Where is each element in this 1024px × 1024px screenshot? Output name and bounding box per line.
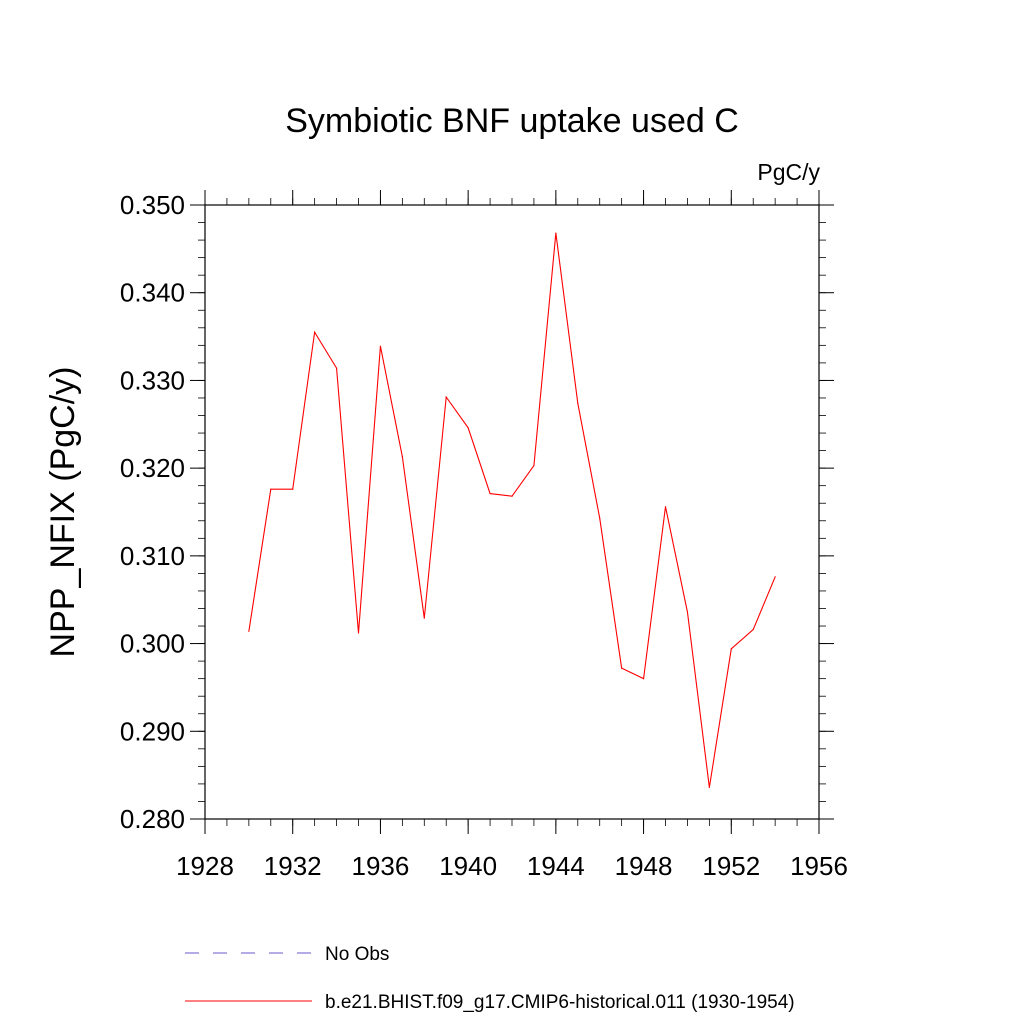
units-label: PgC/y [757,159,820,185]
data-point [357,632,360,634]
y-tick-label: 0.350 [120,190,185,220]
legend-label-no-obs: No Obs [325,944,389,965]
legend: No Obs b.e21.BHIST.f09_g17.CMIP6-histori… [185,944,795,1013]
data-point [270,488,272,490]
data-point [555,232,557,234]
legend-label-model: b.e21.BHIST.f09_g17.CMIP6-historical.011… [325,992,795,1013]
y-tick-label: 0.320 [120,453,185,483]
y-tick-label: 0.300 [120,629,185,659]
data-point [708,786,710,789]
data-point [401,456,403,458]
data-point [335,367,338,369]
data-point [489,492,491,495]
x-axis-ticks: 1928 1932 1936 1940 1944 1948 1952 1956 [176,190,848,881]
data-point [511,495,513,497]
x-tick-label: 1936 [352,851,410,881]
y-tick-label: 0.340 [120,278,185,308]
data-point [314,331,316,333]
plot-frame [204,204,820,820]
data-point [445,396,447,398]
y-axis-ticks: 0.280 0.290 0.300 0.310 0.320 0.330 0.340 0.350 [120,190,834,834]
x-tick-label: 1940 [439,851,497,881]
data-point [621,667,623,669]
data-point [379,345,382,347]
data-point [292,488,294,490]
data-point [423,617,425,619]
chart-title: Symbiotic BNF uptake used C [285,102,739,140]
y-tick-label: 0.290 [120,716,185,746]
data-point [774,576,776,578]
data-point [664,506,667,508]
x-tick-label: 1932 [264,851,322,881]
data-point [467,427,469,429]
x-tick-label: 1944 [527,851,585,881]
data-point [730,648,732,650]
series-line [248,232,776,788]
y-axis-label: NPP_NFIX (PgC/y) [44,367,82,658]
series-layer [248,232,776,789]
x-tick-label: 1956 [790,851,848,881]
data-point [599,517,601,519]
x-tick-label: 1948 [615,851,673,881]
y-tick-label: 0.310 [120,541,185,571]
x-tick-label: 1928 [176,851,234,881]
data-point [752,628,754,631]
data-point [642,678,645,680]
y-tick-label: 0.280 [120,804,185,834]
data-point [577,402,579,404]
y-tick-label: 0.330 [120,365,185,395]
x-tick-label: 1952 [702,851,760,881]
data-point [248,630,250,632]
data-point [533,464,535,467]
data-point [686,611,689,613]
